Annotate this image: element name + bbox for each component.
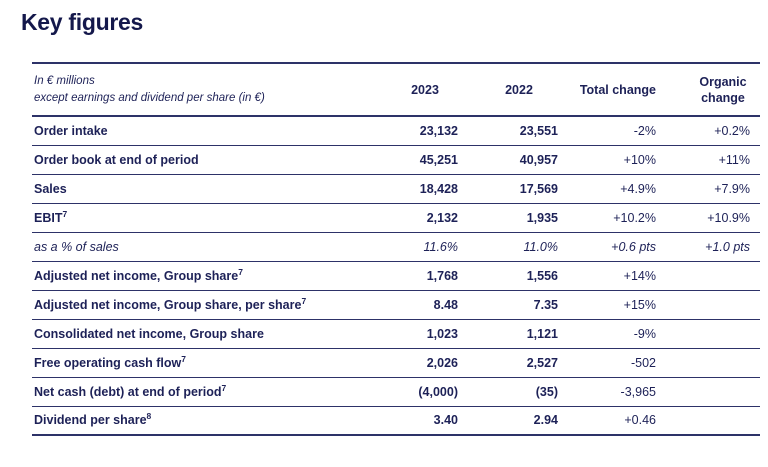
row-label: Sales [32,174,380,204]
value-total-change: +10.2% [568,203,664,233]
table-row-net-cash-debt: Net cash (debt) at end of period7 (4,000… [32,377,760,407]
value-total-change: +0.46 [568,406,664,436]
value-2022: 2,527 [470,348,568,378]
value-organic-change: +7.9% [664,174,760,204]
row-label: as a % of sales [32,232,380,262]
row-label: Adjusted net income, Group share, per sh… [32,290,380,320]
value-organic-change [664,348,760,378]
value-2022: 17,569 [470,174,568,204]
value-organic-change: +0.2% [664,116,760,146]
value-organic-change: +10.9% [664,203,760,233]
table-row-consolidated-net-income: Consolidated net income, Group share 1,0… [32,319,760,349]
value-organic-change [664,319,760,349]
value-organic-change [664,406,760,436]
table-row-adjusted-net-income-per-share: Adjusted net income, Group share, per sh… [32,290,760,320]
footnote-marker: 7 [62,208,68,219]
row-label: Order book at end of period [32,145,380,175]
value-2022: 2.94 [470,406,568,436]
row-label: Order intake [32,116,380,146]
value-total-change: +10% [568,145,664,175]
value-total-change: +4.9% [568,174,664,204]
value-organic-change: +1.0 pts [664,232,760,262]
value-2022: 1,935 [470,203,568,233]
value-2023: 18,428 [380,174,470,204]
row-label: Consolidated net income, Group share [32,319,380,349]
table-row-ebit: EBIT7 2,132 1,935 +10.2% +10.9% [32,203,760,233]
page-title: Key figures [21,9,143,35]
table-row-order-book: Order book at end of period 45,251 40,95… [32,145,760,175]
unit-note-line1: In € millions [34,74,95,87]
footnote-marker: 7 [221,382,227,393]
value-total-change: +0.6 pts [568,232,664,262]
value-2023: 2,026 [380,348,470,378]
value-2023: 2,132 [380,203,470,233]
footnote-marker: 7 [238,266,243,277]
value-total-change: +14% [568,261,664,291]
value-2022: 1,121 [470,319,568,349]
value-2022: 1,556 [470,261,568,291]
value-2022: 40,957 [470,145,568,175]
value-total-change: +15% [568,290,664,320]
table-header: In € millions except earnings and divide… [32,62,760,117]
row-label: Adjusted net income, Group share7 [32,261,380,291]
value-2023: 1,768 [380,261,470,291]
column-header-total-change: Total change [568,62,664,117]
column-header-organic-change: Organic change [664,62,760,117]
value-2023: 23,132 [380,116,470,146]
value-2022: 11.0% [470,232,568,262]
table-row-order-intake: Order intake 23,132 23,551 -2% +0.2% [32,116,760,146]
value-total-change: -3,965 [568,377,664,407]
value-organic-change: +11% [664,145,760,175]
key-figures-table: In € millions except earnings and divide… [32,62,760,436]
unit-note-line2: except earnings and dividend per share (… [34,91,265,104]
table-row-ebit-percent-of-sales: as a % of sales 11.6% 11.0% +0.6 pts +1.… [32,232,760,262]
table-row-sales: Sales 18,428 17,569 +4.9% +7.9% [32,174,760,204]
value-total-change: -2% [568,116,664,146]
row-label: Dividend per share8 [32,406,380,436]
value-total-change: -502 [568,348,664,378]
value-2023: 3.40 [380,406,470,436]
row-label: EBIT7 [32,203,380,233]
table-row-dividend-per-share: Dividend per share8 3.40 2.94 +0.46 [32,406,760,436]
value-2022: 23,551 [470,116,568,146]
table-row-free-operating-cash-flow: Free operating cash flow7 2,026 2,527 -5… [32,348,760,378]
value-2023: 45,251 [380,145,470,175]
value-2023: 8.48 [380,290,470,320]
column-header-2022: 2022 [470,62,568,117]
value-organic-change [664,377,760,407]
table-row-adjusted-net-income: Adjusted net income, Group share7 1,768 … [32,261,760,291]
row-label: Net cash (debt) at end of period7 [32,377,380,407]
value-2023: 11.6% [380,232,470,262]
value-organic-change [664,290,760,320]
unit-note: In € millions except earnings and divide… [32,62,380,117]
column-header-2023: 2023 [380,62,470,117]
table-body: Order intake 23,132 23,551 -2% +0.2% Ord… [32,116,760,436]
value-2023: (4,000) [380,377,470,407]
row-label: Free operating cash flow7 [32,348,380,378]
footnote-marker: 8 [146,411,152,422]
value-2022: (35) [470,377,568,407]
footnote-marker: 7 [301,295,307,306]
value-total-change: -9% [568,319,664,349]
key-figures-table-container: In € millions except earnings and divide… [32,62,760,436]
value-2023: 1,023 [380,319,470,349]
value-organic-change [664,261,760,291]
header-row: In € millions except earnings and divide… [32,62,760,117]
footnote-marker: 7 [181,353,186,364]
value-2022: 7.35 [470,290,568,320]
